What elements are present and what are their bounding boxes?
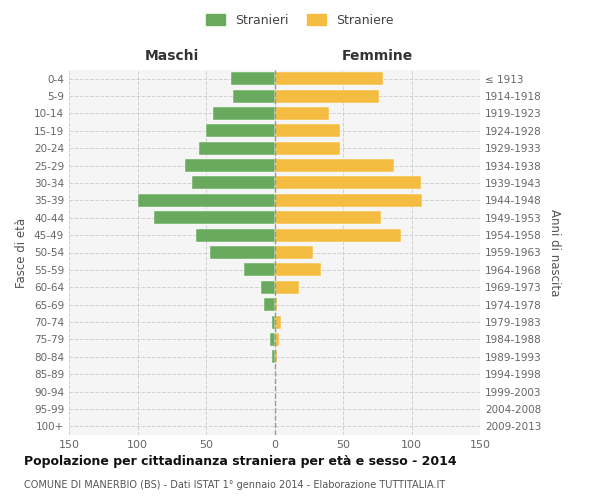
Bar [210, 246, 275, 259]
Bar [275, 107, 329, 120]
Bar [275, 280, 299, 294]
Bar [271, 333, 275, 346]
Text: COMUNE DI MANERBIO (BS) - Dati ISTAT 1° gennaio 2014 - Elaborazione TUTTITALIA.I: COMUNE DI MANERBIO (BS) - Dati ISTAT 1° … [24, 480, 445, 490]
Bar [275, 228, 401, 241]
Bar [185, 159, 275, 172]
Y-axis label: Anni di nascita: Anni di nascita [548, 209, 561, 296]
Legend: Stranieri, Straniere: Stranieri, Straniere [202, 8, 398, 32]
Bar [206, 124, 275, 138]
Bar [275, 211, 382, 224]
Bar [275, 194, 422, 207]
Bar [275, 316, 281, 328]
Bar [275, 333, 278, 346]
Bar [261, 280, 275, 294]
Bar [137, 194, 275, 207]
Bar [233, 90, 275, 102]
Bar [275, 142, 340, 154]
Bar [275, 90, 379, 102]
Bar [275, 298, 277, 311]
Bar [275, 124, 340, 138]
Bar [196, 228, 275, 241]
Bar [272, 316, 275, 328]
Text: Maschi: Maschi [145, 48, 199, 62]
Bar [230, 72, 275, 85]
Bar [275, 246, 313, 259]
Bar [275, 264, 321, 276]
Y-axis label: Fasce di età: Fasce di età [16, 218, 28, 288]
Bar [199, 142, 275, 154]
Bar [275, 159, 394, 172]
Text: Popolazione per cittadinanza straniera per età e sesso - 2014: Popolazione per cittadinanza straniera p… [24, 455, 457, 468]
Bar [272, 350, 275, 364]
Bar [275, 350, 277, 364]
Bar [193, 176, 275, 190]
Text: Femmine: Femmine [341, 48, 413, 62]
Bar [263, 298, 275, 311]
Bar [275, 72, 383, 85]
Bar [213, 107, 275, 120]
Bar [244, 264, 275, 276]
Bar [275, 176, 421, 190]
Bar [154, 211, 275, 224]
